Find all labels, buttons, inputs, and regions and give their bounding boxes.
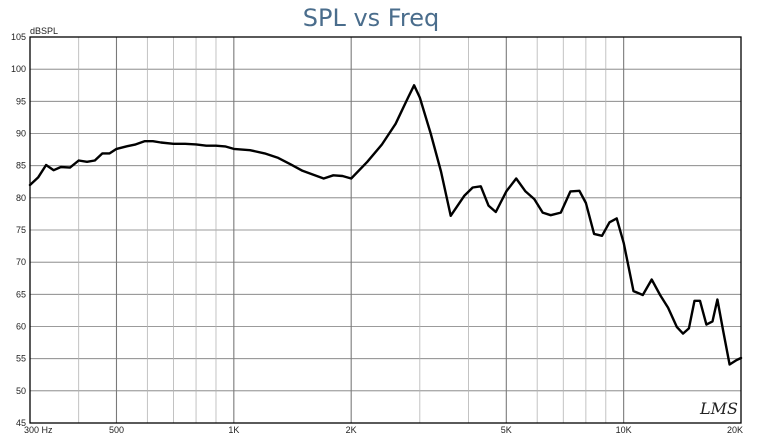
- x-tick-label: 2K: [346, 425, 357, 435]
- y-tick-label: 65: [16, 289, 26, 299]
- y-tick-label: 50: [16, 386, 26, 396]
- y-tick-label: 55: [16, 354, 26, 364]
- spl-response-line: [28, 84, 743, 366]
- x-tick-label: 1K: [228, 425, 239, 435]
- y-tick-label: 80: [16, 193, 26, 203]
- chart-title: SPL vs Freq: [303, 4, 439, 32]
- x-tick-label: 500: [109, 425, 124, 435]
- y-tick-label: 95: [16, 96, 26, 106]
- y-tick-label: 75: [16, 225, 26, 235]
- y-tick-label: 90: [16, 129, 26, 139]
- x-tick-label: 300 Hz: [24, 425, 53, 435]
- plot-frame: [29, 36, 742, 424]
- x-tick-label: 20K: [727, 425, 743, 435]
- grid: [30, 37, 741, 423]
- x-tick-label: 5K: [501, 425, 512, 435]
- y-tick-label: 70: [16, 257, 26, 267]
- x-tick-label: 10K: [616, 425, 632, 435]
- lms-watermark: LMS: [699, 399, 738, 418]
- y-tick-label: 45: [16, 418, 26, 428]
- y-tick-label: 105: [11, 32, 26, 42]
- series-layer: [28, 84, 743, 366]
- y-tick-label: 100: [11, 64, 26, 74]
- y-tick-label: 85: [16, 161, 26, 171]
- y-tick-label: 60: [16, 322, 26, 332]
- tick-labels: 45 50 55 60 65 70 75 80 85 90 95 100 105 300 Hz 500 1K 2…: [11, 32, 743, 435]
- y-axis-label: dBSPL: [30, 26, 58, 36]
